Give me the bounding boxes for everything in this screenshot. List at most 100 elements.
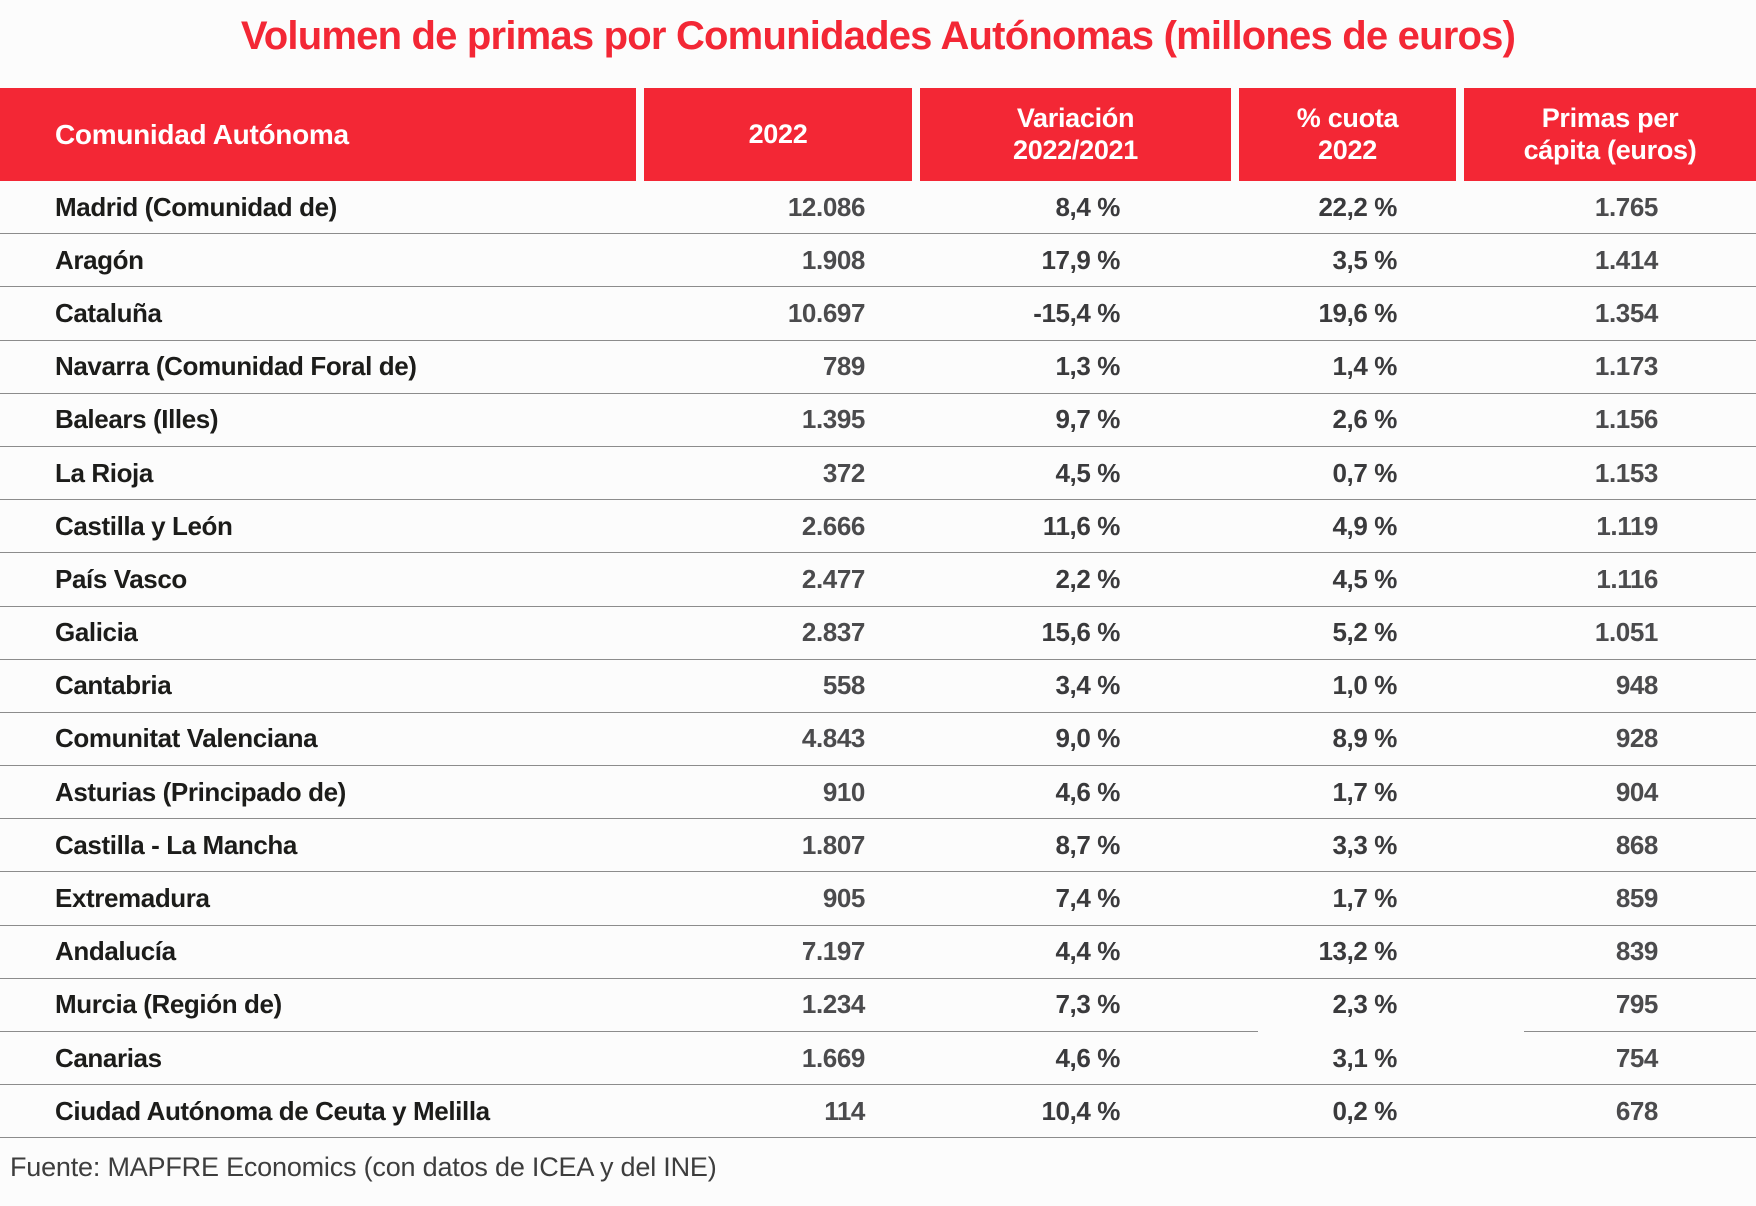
per-capita-cell: 1.354 <box>1594 297 1658 328</box>
value-2022-cell: 10.697 <box>787 297 866 328</box>
table-row: La Rioja 372 4,5 % 0,7 % 1.153 <box>0 447 1756 501</box>
variation-cell: 11,6 % <box>1042 510 1121 541</box>
value-2022-cell: 789 <box>822 351 866 382</box>
quota-cell: 3,5 % <box>1332 244 1398 275</box>
quota-cell: 13,2 % <box>1318 936 1397 967</box>
table-body: Madrid (Comunidad de) 12.086 8,4 % 22,2 % 1.… <box>0 181 1756 1139</box>
per-capita-cell: 928 <box>1615 723 1659 754</box>
value-2022-cell: 2.837 <box>801 617 865 648</box>
per-capita-cell: 754 <box>1615 1042 1659 1073</box>
per-capita-cell: 1.119 <box>1596 510 1658 541</box>
header-primas-per-capita: Primas per cápita (euros) <box>1464 88 1756 181</box>
variation-cell: 9,0 % <box>1055 723 1121 754</box>
value-2022-cell: 1.807 <box>801 829 865 860</box>
region-name-cell: Balears (Illes) <box>55 404 219 435</box>
variation-cell: -15,4 % <box>1033 297 1120 328</box>
region-name-cell: Extremadura <box>55 883 210 914</box>
quota-cell: 19,6 % <box>1318 297 1397 328</box>
value-2022-cell: 558 <box>822 670 866 701</box>
table-row: Castilla y León 2.666 11,6 % 4,9 % 1.119 <box>0 500 1756 554</box>
region-name-cell: Castilla - La Mancha <box>55 829 297 860</box>
quota-cell: 1,0 % <box>1332 670 1398 701</box>
header-2022: 2022 <box>644 88 912 181</box>
region-name-cell: País Vasco <box>55 563 187 594</box>
variation-cell: 10,4 % <box>1041 1095 1120 1126</box>
page-title: Volumen de primas por Comunidades Autóno… <box>240 14 1516 58</box>
per-capita-cell: 1.765 <box>1594 191 1658 222</box>
variation-cell: 9,7 % <box>1055 404 1121 435</box>
region-name-cell: Comunitat Valenciana <box>55 723 318 754</box>
table-row: Castilla - La Mancha 1.807 8,7 % 3,3 % 868 <box>0 819 1756 873</box>
value-2022-cell: 2.477 <box>801 563 865 594</box>
table-row: Murcia (Región de) 1.234 7,3 % 2,3 % 795 <box>0 979 1756 1035</box>
quota-cell: 4,9 % <box>1332 510 1398 541</box>
variation-cell: 3,4 % <box>1055 670 1121 701</box>
header-cuota: % cuota 2022 <box>1239 88 1456 181</box>
table-header-row: Comunidad Autónoma 2022 Variación 2022/2… <box>0 88 1756 181</box>
region-name-cell: Ciudad Autónoma de Ceuta y Melilla <box>55 1095 490 1126</box>
table-row: Cataluña 10.697 -15,4 % 19,6 % 1.354 <box>0 287 1756 341</box>
per-capita-cell: 1.051 <box>1594 617 1658 648</box>
premiums-table: Comunidad Autónoma 2022 Variación 2022/2… <box>0 88 1756 1139</box>
header-comunidad-autonoma: Comunidad Autónoma <box>0 88 636 181</box>
table-row: País Vasco 2.477 2,2 % 4,5 % 1.116 <box>0 553 1756 607</box>
region-name-cell: Navarra (Comunidad Foral de) <box>55 351 417 382</box>
variation-cell: 4,6 % <box>1055 776 1121 807</box>
value-2022-cell: 114 <box>824 1095 865 1126</box>
variation-cell: 7,3 % <box>1055 989 1121 1020</box>
value-2022-cell: 7.197 <box>801 936 865 967</box>
table-row: Madrid (Comunidad de) 12.086 8,4 % 22,2 % 1.… <box>0 181 1756 235</box>
quota-cell: 22,2 % <box>1318 191 1397 222</box>
region-name-cell: Cantabria <box>55 670 172 701</box>
table-row: Galicia 2.837 15,6 % 5,2 % 1.051 <box>0 607 1756 660</box>
value-2022-cell: 2.666 <box>801 510 865 541</box>
value-2022-cell: 1.908 <box>801 244 865 275</box>
variation-cell: 4,5 % <box>1055 457 1121 488</box>
source-note: Fuente: MAPFRE Economics (con datos de I… <box>10 1152 717 1182</box>
value-2022-cell: 1.669 <box>801 1042 865 1073</box>
per-capita-cell: 795 <box>1615 989 1659 1020</box>
region-name-cell: Cataluña <box>55 297 162 328</box>
quota-cell: 1,4 % <box>1332 351 1398 382</box>
quota-cell: 2,3 % <box>1332 989 1398 1020</box>
region-name-cell: Galicia <box>55 617 138 648</box>
per-capita-cell: 904 <box>1615 776 1659 807</box>
value-2022-cell: 1.234 <box>801 989 865 1020</box>
table-row: Ciudad Autónoma de Ceuta y Melilla 114 10,… <box>0 1085 1756 1139</box>
table-row: Comunitat Valenciana 4.843 9,0 % 8,9 % 928 <box>0 713 1756 767</box>
region-name-cell: La Rioja <box>55 457 153 488</box>
variation-cell: 8,4 % <box>1055 191 1121 222</box>
per-capita-cell: 839 <box>1615 936 1659 967</box>
table-row: Andalucía 7.197 4,4 % 13,2 % 839 <box>0 926 1756 979</box>
region-name-cell: Castilla y León <box>55 510 233 541</box>
per-capita-cell: 678 <box>1615 1095 1659 1126</box>
table-row: Asturias (Principado de) 910 4,6 % 1,7 % 904 <box>0 766 1756 820</box>
value-2022-cell: 905 <box>822 883 866 914</box>
variation-cell: 4,6 % <box>1055 1042 1121 1073</box>
quota-cell: 2,6 % <box>1332 404 1398 435</box>
per-capita-cell: 1.153 <box>1594 457 1658 488</box>
quota-cell: 4,5 % <box>1332 563 1398 594</box>
quota-cell: 5,2 % <box>1332 617 1398 648</box>
table-row: Aragón 1.908 17,9 % 3,5 % 1.414 <box>0 234 1756 288</box>
per-capita-cell: 859 <box>1615 883 1659 914</box>
per-capita-cell: 948 <box>1615 670 1659 701</box>
table-row: Navarra (Comunidad Foral de) 789 1,3 % 1,4 … <box>0 341 1756 394</box>
quota-cell: 1,7 % <box>1332 883 1398 914</box>
per-capita-cell: 1.173 <box>1594 351 1658 382</box>
variation-cell: 8,7 % <box>1055 829 1121 860</box>
value-2022-cell: 12.086 <box>787 191 866 222</box>
per-capita-cell: 1.156 <box>1594 404 1658 435</box>
table-row: Balears (Illes) 1.395 9,7 % 2,6 % 1.156 <box>0 394 1756 447</box>
per-capita-cell: 868 <box>1615 829 1659 860</box>
table-row: Canarias 1.669 4,6 % 3,1 % 754 <box>0 1032 1756 1086</box>
variation-cell: 2,2 % <box>1055 563 1121 594</box>
header-variacion: Variación 2022/2021 <box>920 88 1231 181</box>
variation-cell: 15,6 % <box>1041 617 1120 648</box>
value-2022-cell: 1.395 <box>801 404 865 435</box>
variation-cell: 17,9 % <box>1041 244 1120 275</box>
region-name-cell: Andalucía <box>55 936 176 967</box>
quota-cell: 8,9 % <box>1332 723 1398 754</box>
quota-cell: 3,1 % <box>1332 1042 1398 1073</box>
quota-cell: 3,3 % <box>1332 829 1398 860</box>
